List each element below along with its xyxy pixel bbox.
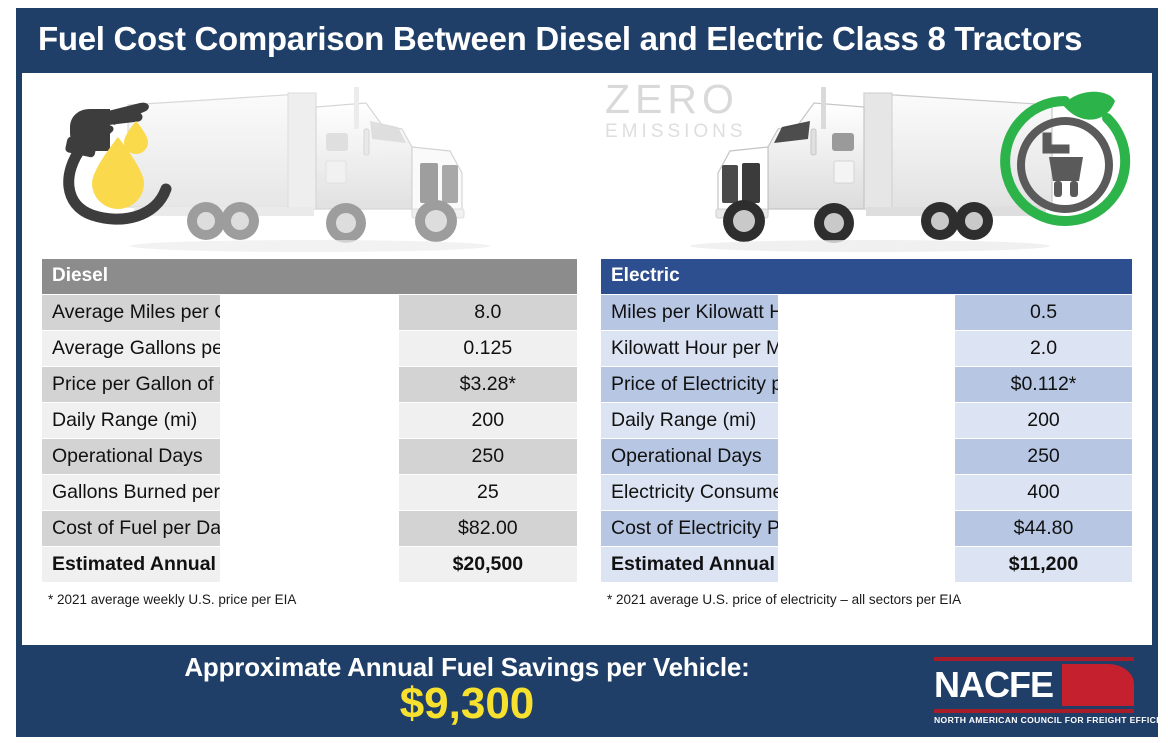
- row-value: 200: [955, 402, 1132, 438]
- row-value: 200: [398, 402, 577, 438]
- electric-footnote: * 2021 average U.S. price of electricity…: [607, 591, 962, 607]
- table-row: Cost of Fuel per Day $82.00: [42, 510, 577, 546]
- table-row: Price per Gallon of Gasoline $3.28*: [42, 366, 577, 402]
- column-gap: [220, 330, 399, 366]
- column-gap: [778, 474, 955, 510]
- row-label: Operational Days: [42, 438, 221, 474]
- column-gap: [778, 294, 955, 330]
- table-row: Daily Range (mi) 200: [42, 402, 577, 438]
- diesel-table: Diesel Average Miles per Gallon 8.0 Aver…: [42, 258, 577, 583]
- row-label: Price per Gallon of Gasoline: [42, 366, 221, 402]
- row-value: 250: [398, 438, 577, 474]
- column-gap: [220, 402, 399, 438]
- table-row: Electricity Consumed Per Day (kWh) 400: [601, 474, 1132, 510]
- electric-column: ZERO EMISSIONS: [587, 73, 1152, 645]
- diesel-table-header-row: Diesel: [42, 258, 577, 294]
- column-gap: [778, 366, 955, 402]
- electric-table-header: Electric: [601, 258, 1132, 294]
- row-value: $44.80: [955, 510, 1132, 546]
- row-value: 400: [955, 474, 1132, 510]
- row-value: $11,200: [955, 546, 1132, 582]
- nacfe-logo: NACFE NORTH AMERICAN COUNCIL FOR FREIGHT…: [934, 657, 1168, 725]
- diesel-table-body: Average Miles per Gallon 8.0 Average Gal…: [42, 294, 577, 582]
- electric-table: Electric Miles per Kilowatt Hour (kWh) 0…: [601, 258, 1132, 583]
- table-row: Daily Range (mi) 200: [601, 402, 1132, 438]
- table-row: Average Gallons per Mile 0.125: [42, 330, 577, 366]
- page-title: Fuel Cost Comparison Between Diesel and …: [38, 20, 1083, 57]
- table-row-total: Estimated Annual Fuel Cost $20,500: [42, 546, 577, 582]
- savings-label: Approximate Annual Fuel Savings per Vehi…: [184, 652, 750, 682]
- row-label: Average Miles per Gallon: [42, 294, 221, 330]
- row-label: Estimated Annual Electricity Cost: [601, 546, 778, 582]
- table-row: Price of Electricity per kWh $0.112*: [601, 366, 1132, 402]
- diesel-artwork: [42, 73, 577, 258]
- title-bar: Fuel Cost Comparison Between Diesel and …: [16, 8, 1158, 73]
- table-row: Operational Days 250: [42, 438, 577, 474]
- table-row: Operational Days 250: [601, 438, 1132, 474]
- column-gap: [778, 546, 955, 582]
- column-gap: [220, 546, 399, 582]
- electric-artwork: ZERO EMISSIONS: [601, 73, 1132, 258]
- row-value: 25: [398, 474, 577, 510]
- column-gap: [220, 438, 399, 474]
- row-value: $3.28*: [398, 366, 577, 402]
- footer-bar: Approximate Annual Fuel Savings per Vehi…: [16, 645, 1168, 737]
- row-label: Miles per Kilowatt Hour (kWh): [601, 294, 778, 330]
- column-gap: [778, 438, 955, 474]
- row-label: Cost of Fuel per Day: [42, 510, 221, 546]
- row-value: $82.00: [398, 510, 577, 546]
- electric-table-body: Miles per Kilowatt Hour (kWh) 0.5 Kilowa…: [601, 294, 1132, 582]
- diesel-footnote: * 2021 average weekly U.S. price per EIA: [48, 591, 297, 607]
- row-value: 0.5: [955, 294, 1132, 330]
- fuel-nozzle-icon: [48, 81, 198, 236]
- logo-wordmark-row: NACFE: [934, 664, 1134, 706]
- electric-plug-leaf-icon: [993, 89, 1132, 239]
- column-gap: [220, 366, 399, 402]
- table-row: Miles per Kilowatt Hour (kWh) 0.5: [601, 294, 1132, 330]
- row-label: Daily Range (mi): [42, 402, 221, 438]
- column-gap: [220, 474, 399, 510]
- row-label: Kilowatt Hour per Mile: [601, 330, 778, 366]
- table-row: Kilowatt Hour per Mile 2.0: [601, 330, 1132, 366]
- row-label: Price of Electricity per kWh: [601, 366, 778, 402]
- diesel-table-header: Diesel: [42, 258, 577, 294]
- row-value: $0.112*: [955, 366, 1132, 402]
- column-gap: [778, 510, 955, 546]
- diesel-column: Diesel Average Miles per Gallon 8.0 Aver…: [22, 73, 587, 645]
- table-row: Cost of Electricity Per Day $44.80: [601, 510, 1132, 546]
- diesel-truck-image: [127, 86, 490, 252]
- row-label: Operational Days: [601, 438, 778, 474]
- electric-table-header-row: Electric: [601, 258, 1132, 294]
- row-value: 8.0: [398, 294, 577, 330]
- logo-wordmark: NACFE: [934, 664, 1054, 705]
- logo-top-rule: [934, 657, 1134, 661]
- row-label: Electricity Consumed Per Day (kWh): [601, 474, 778, 510]
- logo-bottom-rule: [934, 709, 1134, 713]
- column-gap: [778, 402, 955, 438]
- row-label: Estimated Annual Fuel Cost: [42, 546, 221, 582]
- row-label: Daily Range (mi): [601, 402, 778, 438]
- column-gap: [220, 294, 399, 330]
- truck-cab-shape-icon: [1062, 664, 1134, 706]
- table-row: Average Miles per Gallon 8.0: [42, 294, 577, 330]
- body-panel: Diesel Average Miles per Gallon 8.0 Aver…: [22, 72, 1152, 645]
- row-value: 0.125: [398, 330, 577, 366]
- row-label: Gallons Burned per Day: [42, 474, 221, 510]
- row-value: $20,500: [398, 546, 577, 582]
- table-row-total: Estimated Annual Electricity Cost $11,20…: [601, 546, 1132, 582]
- row-value: 250: [955, 438, 1132, 474]
- row-label: Cost of Electricity Per Day: [601, 510, 778, 546]
- navy-frame: Fuel Cost Comparison Between Diesel and …: [16, 8, 1168, 737]
- savings-block: Approximate Annual Fuel Savings per Vehi…: [16, 652, 918, 728]
- row-value: 2.0: [955, 330, 1132, 366]
- table-row: Gallons Burned per Day 25: [42, 474, 577, 510]
- row-label: Average Gallons per Mile: [42, 330, 221, 366]
- column-gap: [778, 330, 955, 366]
- column-gap: [220, 510, 399, 546]
- logo-tagline: NORTH AMERICAN COUNCIL FOR FREIGHT EFFIC…: [934, 715, 1168, 725]
- savings-amount: $9,300: [399, 678, 535, 728]
